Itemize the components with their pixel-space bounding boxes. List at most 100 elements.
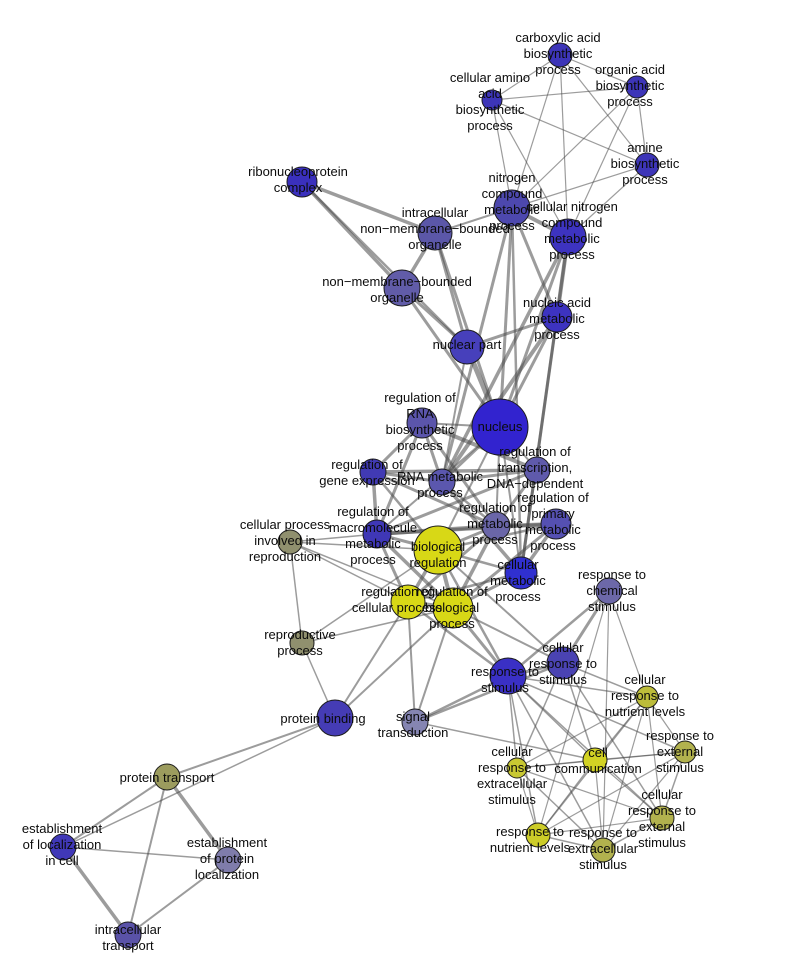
edge-caa-cnc (491, 99, 569, 238)
node-rchem[interactable] (595, 577, 623, 605)
edge-crs-cc (562, 662, 596, 761)
node-rs[interactable] (489, 657, 527, 695)
edge-ca-cnc (559, 54, 569, 238)
node-rmm[interactable] (362, 519, 392, 549)
edge-cpir-rbp (289, 541, 454, 609)
edge-rchem-crnl (608, 590, 648, 698)
edge-pb-elc (62, 717, 336, 848)
edge-oa-cnc (567, 86, 638, 238)
node-it[interactable] (114, 921, 142, 949)
node-pb[interactable] (316, 699, 354, 737)
node-rnp[interactable] (286, 166, 318, 198)
edge-oa-am (636, 86, 648, 166)
node-cmp[interactable] (504, 556, 538, 590)
node-rnl[interactable] (525, 822, 551, 848)
node-np[interactable] (449, 329, 485, 365)
edge-cc-st (414, 721, 596, 761)
edge-cpir-rmm (289, 533, 378, 543)
edge-crnl-crext (516, 696, 648, 769)
edge-rtd-rge (372, 468, 538, 474)
edge-layer (61, 54, 686, 937)
edge-rs-rexc (507, 675, 604, 851)
edge-pt-elc (62, 776, 168, 848)
node-elc[interactable] (49, 833, 77, 861)
edge-crnl-crexts (646, 696, 663, 819)
node-nam[interactable] (541, 301, 573, 333)
edge-rp-br (301, 549, 439, 644)
node-rnam[interactable] (428, 468, 456, 496)
edge-pb-pt (166, 717, 336, 778)
node-crs[interactable] (546, 646, 580, 680)
edge-rs-crexts (507, 675, 663, 819)
edge-st-rcp (407, 601, 416, 723)
node-crexts[interactable] (649, 805, 675, 831)
node-cpir[interactable] (277, 529, 303, 555)
node-am[interactable] (634, 152, 660, 178)
node-inmb[interactable] (417, 215, 453, 251)
node-rge[interactable] (359, 458, 387, 486)
node-rmp[interactable] (481, 511, 511, 541)
node-rrb[interactable] (406, 407, 438, 439)
edge-rs-rchem (507, 590, 610, 677)
edge-cpir-rp (289, 541, 303, 644)
node-nmb[interactable] (383, 269, 421, 307)
edge-elc-it (61, 845, 130, 937)
node-layer (49, 42, 697, 949)
node-st[interactable] (401, 708, 429, 736)
node-ca[interactable] (547, 42, 573, 68)
node-rext[interactable] (673, 740, 697, 764)
edge-ca-caa (491, 54, 561, 101)
node-rp[interactable] (289, 630, 315, 656)
edge-ca-am (559, 54, 648, 166)
edge-cc-rnl (537, 759, 596, 836)
node-epl[interactable] (214, 846, 242, 874)
edge-rrb-rmp (420, 422, 498, 527)
edge-crext-cc (516, 759, 596, 769)
edge-rs-rext (507, 675, 686, 753)
edge-rp-rbp (301, 607, 454, 644)
edge-crexts-rnl (537, 817, 663, 836)
edge-nc-nam (510, 207, 559, 318)
edge-cpir-br (289, 541, 439, 551)
edge-crs-crext (516, 662, 564, 769)
edge-rext-rnl (537, 751, 686, 836)
node-rbp[interactable] (432, 587, 474, 629)
edge-rnp-np (301, 181, 468, 348)
edge-rge-rmp (372, 470, 497, 528)
edge-rext-rexc (602, 751, 686, 851)
edge-am-nc (511, 164, 648, 209)
edge-ca-nc (511, 54, 561, 209)
edge-rpmp-rbp (452, 522, 557, 610)
edge-rtd-rnam (441, 468, 538, 484)
edge-cc-crexts (594, 759, 663, 819)
label-layer: carboxylic acid biosynthetic process organi… (22, 30, 714, 953)
node-crnl[interactable] (635, 685, 659, 709)
node-crext[interactable] (506, 757, 528, 779)
node-nc[interactable] (493, 189, 531, 227)
node-pt[interactable] (153, 763, 181, 791)
edge-crext-crexts (516, 767, 663, 819)
edge-nc-nuc (498, 207, 514, 428)
edge-cc-rexc (594, 759, 604, 851)
node-cc[interactable] (582, 747, 608, 773)
node-rtd[interactable] (523, 456, 551, 484)
edge-rbp-pb (334, 607, 454, 719)
edge-oa-nc (511, 86, 638, 209)
node-nuc[interactable] (471, 398, 529, 456)
edge-crs-br (437, 549, 564, 664)
edge-pt-epl (165, 775, 230, 862)
node-br[interactable] (413, 525, 463, 575)
edge-crnl-cc (594, 696, 648, 761)
edge-rtd-rmm (376, 468, 538, 536)
edge-cnc-nuc (498, 236, 570, 428)
edge-crext-rexc (516, 767, 604, 851)
node-caa[interactable] (481, 89, 503, 111)
edge-epl-it (127, 859, 229, 936)
node-rpmp[interactable] (540, 508, 572, 540)
node-oa[interactable] (625, 75, 649, 99)
node-cnc[interactable] (549, 218, 587, 256)
node-rexc[interactable] (590, 837, 616, 863)
edge-rchem-rnl (537, 590, 610, 836)
node-rcp[interactable] (390, 584, 426, 620)
